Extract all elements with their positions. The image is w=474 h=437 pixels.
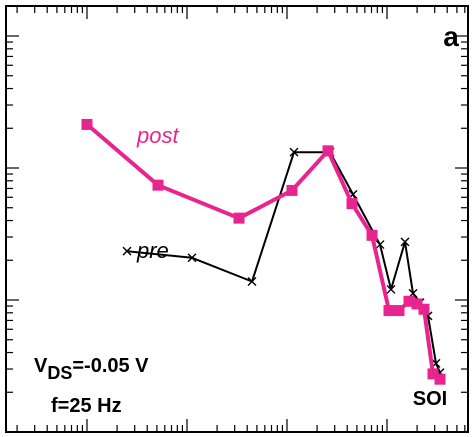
panel-label: a xyxy=(443,21,459,52)
series-label-post: post xyxy=(136,123,179,148)
axis-ticks xyxy=(6,6,468,432)
vds-subscript: DS xyxy=(47,363,72,383)
vds-annotation: VDS=-0.05 V xyxy=(34,355,149,383)
data-point-pre xyxy=(386,284,396,294)
data-point-post xyxy=(81,118,93,130)
data-point-post xyxy=(322,145,334,157)
series-label-pre: pre xyxy=(136,238,169,263)
data-point-post xyxy=(152,179,164,191)
data-point-post xyxy=(403,295,415,307)
data-point-post xyxy=(411,298,423,310)
data-point-post xyxy=(427,368,439,380)
freq-annotation: f=25 Hz xyxy=(51,395,122,417)
data-point-pre xyxy=(400,237,410,247)
data-point-post xyxy=(418,303,430,315)
data-point-post xyxy=(393,305,405,317)
data-point-post xyxy=(286,184,298,196)
series-line-pre xyxy=(126,151,441,373)
vds-rest: =-0.05 V xyxy=(72,355,149,377)
data-point-post xyxy=(366,229,378,241)
plot-frame xyxy=(5,5,469,433)
data-point-post xyxy=(346,198,358,210)
vds-main: V xyxy=(34,355,48,377)
data-point-pre xyxy=(247,277,257,287)
material-annotation: SOI xyxy=(413,388,447,410)
data-point-post xyxy=(233,212,245,224)
series-pre xyxy=(122,147,445,378)
data-point-pre xyxy=(289,147,299,157)
series-layer xyxy=(81,118,446,385)
data-point-post xyxy=(383,305,395,317)
data-point-pre xyxy=(187,253,197,263)
data-point-pre xyxy=(122,246,132,256)
series-post xyxy=(81,118,446,385)
data-point-pre xyxy=(375,240,385,250)
data-point-post xyxy=(434,373,446,385)
